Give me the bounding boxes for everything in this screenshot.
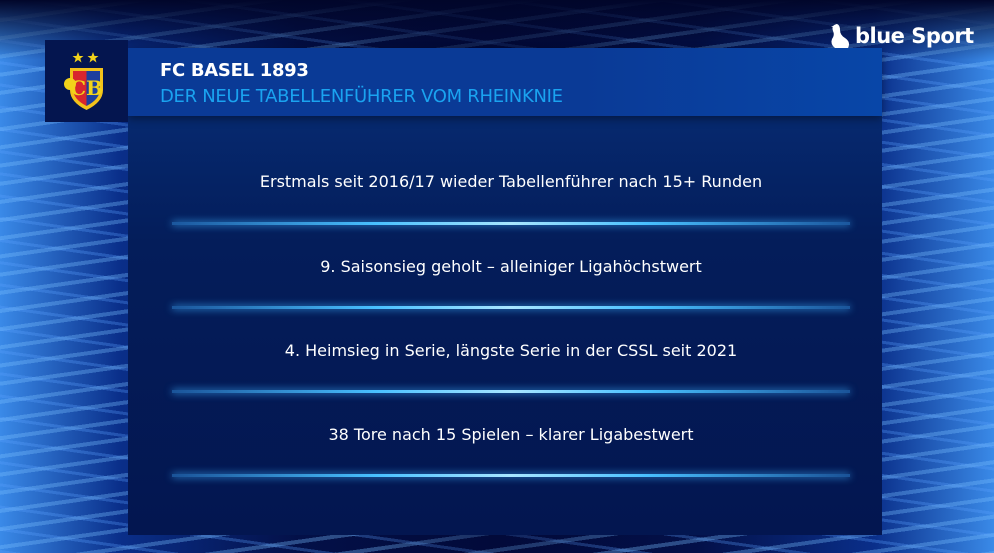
divider xyxy=(172,390,850,393)
header-band xyxy=(128,48,882,116)
club-logo: CB xyxy=(45,40,128,122)
divider xyxy=(172,474,850,477)
fact-item: 9. Saisonsieg geholt – alleiniger Ligahö… xyxy=(320,257,702,276)
divider xyxy=(172,306,850,309)
fc-basel-crest-icon: CB xyxy=(64,52,103,110)
brand-name: blue Sport xyxy=(855,24,974,48)
info-panel xyxy=(128,48,882,535)
fact-item: Erstmals seit 2016/17 wieder Tabellenfüh… xyxy=(259,172,763,191)
fact-item: 4. Heimsieg in Serie, längste Serie in d… xyxy=(284,341,738,360)
svg-text:CB: CB xyxy=(70,76,103,100)
divider xyxy=(172,222,850,225)
broadcaster-logo: blue Sport xyxy=(828,22,974,50)
swan-icon xyxy=(831,24,849,48)
header-title: FC BASEL 1893 xyxy=(160,60,309,81)
header-subtitle: DER NEUE TABELLENFÜHRER VOM RHEINKNIE xyxy=(160,86,563,107)
fact-item: 38 Tore nach 15 Spielen – klarer Ligabes… xyxy=(328,425,694,444)
